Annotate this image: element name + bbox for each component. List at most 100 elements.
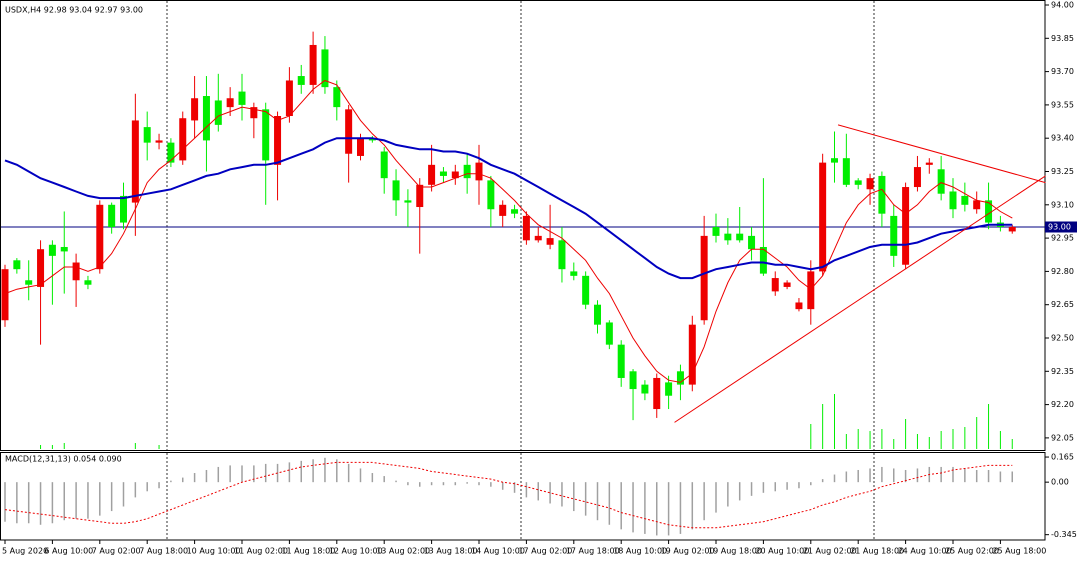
candle-body bbox=[416, 184, 424, 208]
candle-body bbox=[665, 382, 673, 396]
x-tick-label: 21 Aug 18:00 bbox=[850, 547, 904, 556]
candle-body bbox=[795, 302, 803, 310]
y-tick-label: 0.00 bbox=[1051, 478, 1069, 487]
x-tick-label: 25 Aug 18:00 bbox=[992, 547, 1046, 556]
candle-body bbox=[108, 204, 116, 227]
candle-body bbox=[96, 204, 104, 270]
x-tick-label: 10 Aug 10:00 bbox=[187, 547, 241, 556]
x-tick-label: 11 Aug 18:00 bbox=[281, 547, 335, 556]
candle-body bbox=[902, 187, 910, 265]
candle-body bbox=[487, 180, 495, 210]
candle-body bbox=[653, 377, 661, 410]
candle-body bbox=[866, 178, 874, 190]
y-tick-label: 93.70 bbox=[1051, 67, 1074, 76]
candle-body bbox=[262, 109, 270, 161]
x-tick-label: 20 Aug 10:00 bbox=[755, 547, 809, 556]
candle-body bbox=[605, 322, 613, 345]
candle-body bbox=[831, 158, 838, 163]
candle-body bbox=[72, 262, 80, 281]
candle-body bbox=[475, 162, 483, 181]
candle-body bbox=[890, 215, 898, 256]
moving-average bbox=[4, 79, 1013, 383]
x-tick-label: 21 Aug 02:00 bbox=[803, 547, 857, 556]
x-tick-label: 13 Aug 18:00 bbox=[424, 547, 478, 556]
x-tick-label: 6 Aug 10:00 bbox=[44, 547, 93, 556]
candle-body bbox=[961, 195, 969, 205]
candle-body bbox=[807, 271, 815, 310]
candle-body bbox=[842, 158, 850, 185]
chart-title: USDX,H4 92.98 93.04 92.97 93.00 bbox=[5, 6, 143, 15]
x-tick-label: 7 Aug 18:00 bbox=[139, 547, 188, 556]
candle-body bbox=[120, 195, 127, 223]
y-tick-label: 92.05 bbox=[1051, 433, 1074, 442]
y-tick-label: 92.65 bbox=[1051, 300, 1074, 309]
y-tick-label: 92.50 bbox=[1051, 334, 1074, 343]
candle-body bbox=[297, 76, 305, 85]
x-tick-label: 12 Aug 10:00 bbox=[329, 547, 383, 556]
candle-body bbox=[522, 215, 530, 241]
macd-title: MACD(12,31,13) 0.054 0.090 bbox=[5, 455, 122, 464]
x-tick-label: 18 Aug 10:00 bbox=[613, 547, 667, 556]
candle-body bbox=[380, 151, 388, 179]
candle-body bbox=[392, 180, 400, 201]
x-tick-label: 19 Aug 18:00 bbox=[708, 547, 762, 556]
candle-body bbox=[748, 235, 756, 250]
y-tick-label: 93.25 bbox=[1051, 167, 1074, 176]
candle-body bbox=[451, 171, 459, 179]
y-tick-label: 0.165 bbox=[1051, 453, 1074, 462]
candle-body bbox=[499, 204, 507, 216]
candle-body bbox=[238, 91, 246, 105]
candle-body bbox=[783, 282, 791, 287]
candle-body bbox=[534, 235, 542, 241]
candle-body bbox=[594, 304, 601, 325]
price-label: 93.00 bbox=[1048, 223, 1071, 232]
candle-body bbox=[913, 167, 921, 188]
candle-body bbox=[629, 371, 637, 390]
candle-body bbox=[250, 107, 258, 119]
y-tick-label: 92.80 bbox=[1051, 267, 1074, 276]
candle-body bbox=[155, 140, 163, 143]
candle-body bbox=[143, 127, 151, 143]
candle-body bbox=[167, 142, 175, 163]
candle-body bbox=[759, 246, 767, 274]
y-tick-label: 92.95 bbox=[1051, 234, 1074, 243]
y-tick-label: -0.345 bbox=[1051, 530, 1077, 539]
macd-panel-frame bbox=[0, 452, 1046, 541]
candle-body bbox=[771, 278, 779, 292]
candle-body bbox=[48, 244, 56, 256]
trendline bbox=[837, 124, 1046, 184]
x-tick-label: 7 Aug 02:00 bbox=[92, 547, 141, 556]
x-tick-label: 13 Aug 02:00 bbox=[376, 547, 430, 556]
x-tick-label: 17 Aug 02:00 bbox=[518, 547, 572, 556]
candle-body bbox=[84, 280, 92, 285]
candle-body bbox=[463, 164, 471, 179]
x-tick-label: 17 Aug 18:00 bbox=[566, 547, 620, 556]
candle-body bbox=[949, 191, 957, 210]
y-tick-label: 94.00 bbox=[1051, 1, 1074, 10]
candle-body bbox=[368, 138, 376, 141]
candle-body bbox=[676, 371, 684, 385]
candle-body bbox=[37, 249, 45, 287]
candle-body bbox=[439, 171, 447, 176]
candle-body bbox=[985, 200, 993, 223]
x-tick-label: 11 Aug 02:00 bbox=[234, 547, 288, 556]
y-tick-label: 93.40 bbox=[1051, 134, 1074, 143]
candle-body bbox=[925, 162, 933, 165]
candle-body bbox=[309, 44, 317, 85]
candle-body bbox=[973, 200, 981, 210]
x-tick-label: 5 Aug 2020 bbox=[2, 547, 48, 556]
candle-body bbox=[712, 227, 720, 236]
candle-body bbox=[582, 275, 590, 305]
candle-body bbox=[724, 233, 732, 241]
candle-body bbox=[404, 200, 412, 203]
candle-body bbox=[191, 98, 199, 121]
candle-body bbox=[13, 260, 21, 270]
candle-body bbox=[511, 209, 519, 214]
y-tick-label: 93.10 bbox=[1051, 200, 1074, 209]
candle-body bbox=[878, 175, 886, 214]
candle-body bbox=[570, 271, 578, 276]
x-tick-label: 24 Aug 10:00 bbox=[898, 547, 952, 556]
candle-body bbox=[321, 49, 329, 88]
moving-average bbox=[4, 137, 1013, 280]
